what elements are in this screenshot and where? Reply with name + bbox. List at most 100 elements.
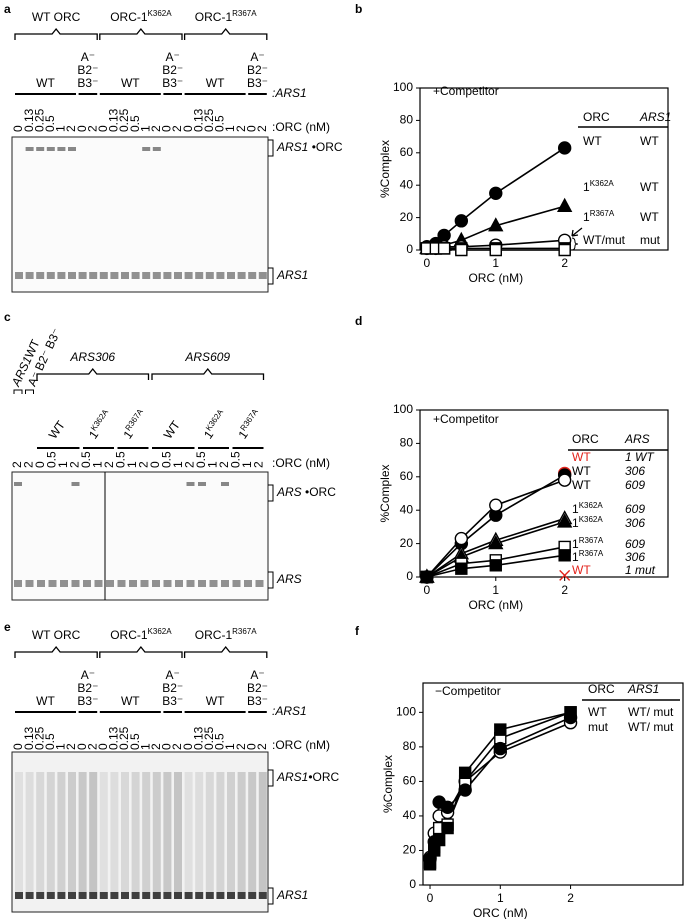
- subgroup-label: WT: [46, 418, 69, 442]
- x-axis-label: ORC (nM): [468, 271, 523, 285]
- mutant-label: A⁻: [81, 50, 95, 64]
- group-label-part: R367A: [232, 9, 257, 18]
- mutant-label: B2⁻: [77, 681, 98, 695]
- y-tick-label: 80: [403, 739, 417, 753]
- free-band: [129, 580, 137, 587]
- free-band: [195, 272, 204, 279]
- free-label: ARS1: [276, 888, 308, 902]
- group-label: WT ORC: [32, 628, 81, 642]
- lane-label: 0.5: [43, 733, 57, 750]
- free-band: [198, 580, 206, 587]
- lane-label: 0.25: [202, 726, 216, 750]
- subgroup-label: 1K362A: [200, 407, 231, 442]
- legend-header: ARS1: [639, 110, 671, 124]
- lane-label: 0.13: [107, 108, 121, 132]
- point: [489, 498, 503, 512]
- group-label: ORC-1K362A: [110, 627, 172, 643]
- legend-orc: 1K362A: [572, 515, 603, 531]
- free-band: [152, 580, 160, 587]
- complex-label: ARS1 •ORC: [276, 140, 343, 154]
- gel: [11, 136, 269, 293]
- panel-label: f: [355, 624, 360, 638]
- legend-orc-part: K362A: [579, 515, 604, 524]
- free-band: [140, 580, 149, 587]
- point: [454, 214, 469, 228]
- x-tick-label: 0: [424, 256, 431, 270]
- lane-label: 0.5: [213, 733, 227, 750]
- y-tick-label: 100: [396, 705, 416, 719]
- complex-label: ARS •ORC: [276, 485, 336, 499]
- free-band: [25, 892, 34, 899]
- free-band: [78, 272, 87, 279]
- free-band: [60, 580, 68, 587]
- legend-orc: 1R367A: [572, 536, 604, 552]
- y-tick-label: 0: [406, 242, 413, 256]
- lane-label: 1: [206, 461, 220, 468]
- free-band: [57, 272, 66, 279]
- legend-header: ARS1: [627, 682, 659, 696]
- free-band: [15, 892, 23, 899]
- smear: [237, 772, 246, 892]
- mutant-label: B2⁻: [77, 63, 98, 77]
- smear: [195, 772, 204, 892]
- brace: [36, 367, 150, 380]
- lane-label: 0: [244, 125, 258, 132]
- subgroup-label-part: WT: [46, 418, 69, 442]
- group-label: ORC-1K362A: [110, 9, 172, 25]
- y-axis-label: %Complex: [381, 755, 395, 813]
- legend-orc: WT: [572, 478, 591, 492]
- mutant-label: B3⁻: [162, 694, 183, 708]
- lane-label: 0.5: [128, 115, 142, 132]
- point: [454, 531, 469, 546]
- subgroup-label: WT: [36, 694, 55, 708]
- lane-label: 2: [234, 743, 248, 750]
- point: [441, 821, 454, 835]
- free-band: [131, 272, 140, 279]
- free-band: [121, 892, 129, 899]
- legend-orc: mut: [588, 720, 609, 734]
- lane-label: 2: [68, 461, 82, 468]
- free-band: [99, 892, 108, 899]
- legend-orc-part: R367A: [579, 549, 604, 558]
- x-tick-label: 0: [427, 891, 434, 905]
- lane-label: 0.5: [114, 451, 128, 468]
- lane-label: 0: [160, 125, 174, 132]
- smear: [15, 772, 23, 892]
- mutant-label: B3⁻: [162, 76, 183, 90]
- row-label: :ARS1: [272, 704, 307, 718]
- subgroup-label: WT: [121, 76, 140, 90]
- row-label: :ORC (nM): [272, 120, 330, 134]
- free-band: [184, 272, 193, 279]
- point: [432, 833, 446, 847]
- complex-band: [198, 482, 206, 486]
- brace: [183, 27, 268, 40]
- y-tick-label: 0: [406, 569, 413, 583]
- x-tick-label: 2: [561, 256, 568, 270]
- lane-label: 0.25: [117, 108, 131, 132]
- free-band: [195, 892, 204, 899]
- lane-label: 0: [244, 743, 258, 750]
- lane-label: 1: [56, 461, 70, 468]
- free-band: [174, 892, 182, 899]
- legend-orc-part: mut: [588, 720, 609, 734]
- band-bracket: [268, 139, 274, 157]
- lane-label: 2: [234, 125, 248, 132]
- free-band: [175, 580, 183, 587]
- y-tick-label: 80: [400, 436, 414, 450]
- free-band: [25, 272, 34, 279]
- lane-label: 2: [85, 125, 99, 132]
- legend-orc: WT: [572, 450, 591, 464]
- legend-orc: 1R367A: [572, 549, 604, 565]
- free-band: [216, 892, 225, 899]
- free-band: [248, 272, 257, 279]
- smear: [36, 772, 45, 892]
- lane-label: 0.25: [32, 108, 46, 132]
- free-band: [94, 580, 103, 587]
- legend-orc-part: WT: [572, 478, 591, 492]
- subgroup-label-part: R367A: [238, 407, 260, 433]
- lane-label: 0.5: [213, 115, 227, 132]
- free-band: [71, 580, 80, 587]
- note: −Competitor: [435, 684, 501, 698]
- lane-label: 0: [11, 125, 25, 132]
- panel-label: a: [4, 2, 11, 16]
